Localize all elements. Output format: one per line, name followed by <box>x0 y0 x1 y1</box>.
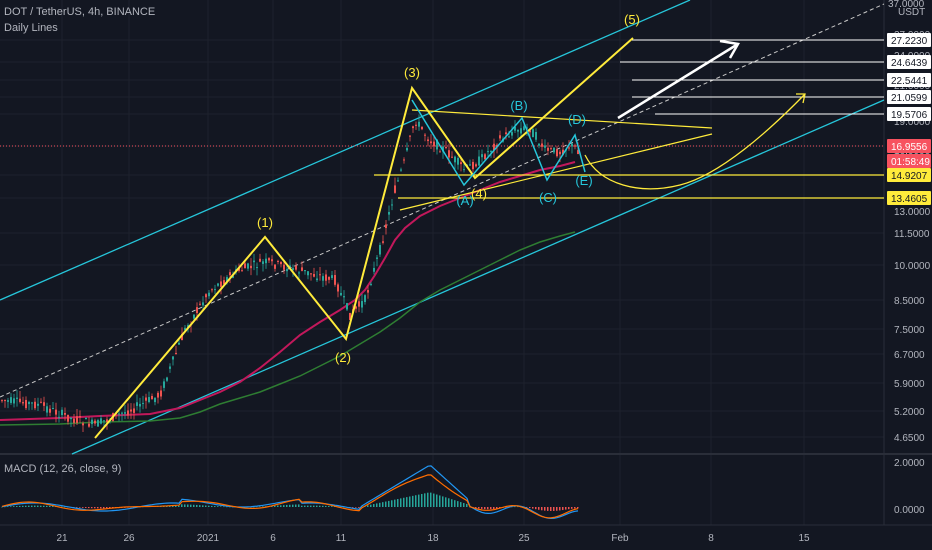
svg-text:19.5706: 19.5706 <box>891 110 928 121</box>
wave-label: (D) <box>568 112 586 127</box>
price-tick: 6.7000 <box>894 350 925 361</box>
time-tick: 25 <box>518 533 530 544</box>
svg-text:21.0599: 21.0599 <box>891 93 928 104</box>
price-label: 13.4605 <box>887 191 931 205</box>
green-ma-line <box>0 231 576 426</box>
svg-text:14.9207: 14.9207 <box>891 171 928 182</box>
macd-title: MACD (12, 26, close, 9) <box>4 463 121 475</box>
price-tick: 5.9000 <box>894 379 925 390</box>
triangle-lower-line[interactable] <box>399 133 713 211</box>
svg-text:16.9556: 16.9556 <box>891 142 928 153</box>
price-tick: 8.5000 <box>894 296 925 307</box>
wave-label: (E) <box>575 173 592 188</box>
price-tick-top: 37.0000 <box>888 0 925 10</box>
yellow-projection-curve[interactable] <box>584 93 806 190</box>
time-tick: 2021 <box>197 533 220 544</box>
price-tick: 13.0000 <box>894 207 931 218</box>
wave-label: (1) <box>257 215 273 230</box>
price-label: 24.6439 <box>887 55 931 69</box>
time-tick: 11 <box>336 533 347 544</box>
time-tick: Feb <box>611 533 629 544</box>
wave-label: (5) <box>624 12 640 27</box>
price-label: 19.5706 <box>887 107 931 121</box>
time-tick: 21 <box>56 533 68 544</box>
macd-tick-2: 2.0000 <box>894 458 925 469</box>
chart-title: DOT / TetherUS, 4h, BINANCE <box>4 6 155 18</box>
price-tick: 11.5000 <box>894 229 930 240</box>
svg-text:13.4605: 13.4605 <box>891 194 928 205</box>
macd-tick-0: 0.0000 <box>894 505 925 516</box>
price-label: 16.9556 <box>887 139 931 153</box>
time-tick: 6 <box>270 533 276 544</box>
macd-histogram <box>1 492 579 512</box>
wave-label: (4) <box>471 186 487 201</box>
channel-upper-line[interactable] <box>0 0 691 301</box>
wave-labels: (1) (2) (3) (4) (5) (A) (B) (C) (D) (E) <box>257 12 640 365</box>
channel-median-line[interactable] <box>0 3 885 398</box>
channel-lower-line[interactable] <box>71 99 885 455</box>
time-tick: 18 <box>427 533 439 544</box>
price-tick: 7.5000 <box>894 325 925 336</box>
macd-signal-line <box>1 474 579 519</box>
price-tick: 10.0000 <box>894 261 931 272</box>
price-label: 27.2230 <box>887 33 931 47</box>
time-axis[interactable]: 21 26 2021 6 11 18 25 Feb 8 15 <box>56 533 810 544</box>
svg-text:27.2230: 27.2230 <box>891 36 928 47</box>
wave-label: (B) <box>510 98 527 113</box>
abcde-correction-wave[interactable] <box>411 99 586 187</box>
svg-text:22.5441: 22.5441 <box>891 76 928 87</box>
price-label: 14.9207 <box>887 168 931 182</box>
price-tick: 4.6500 <box>894 433 925 444</box>
price-label: 01:58:49 <box>887 154 931 168</box>
time-tick: 15 <box>798 533 810 544</box>
axis-unit: USDT <box>898 7 925 18</box>
elliott-impulse-wave[interactable] <box>94 37 634 439</box>
red-ma-line <box>0 161 576 421</box>
target-lines <box>0 39 884 199</box>
wave-label: (3) <box>404 65 420 80</box>
wave-label: (C) <box>539 190 557 205</box>
price-tick: 5.2000 <box>894 407 925 418</box>
svg-text:01:58:49: 01:58:49 <box>891 157 930 168</box>
svg-text:24.6439: 24.6439 <box>891 58 928 69</box>
white-projection-arrow[interactable] <box>617 39 740 120</box>
chart-subtitle: Daily Lines <box>4 22 58 34</box>
wave-label: (A) <box>456 193 473 208</box>
price-tick: 19.0000 <box>894 117 931 128</box>
grid <box>0 0 884 525</box>
triangle-upper-line[interactable] <box>411 109 713 129</box>
wave-label: (2) <box>335 350 351 365</box>
time-tick: 8 <box>708 533 714 544</box>
price-label: 22.5441 <box>887 73 931 87</box>
price-label: 21.0599 <box>887 90 931 104</box>
price-labels: 27.2230 24.6439 22.5441 21.0599 19.5706 16.95… <box>887 33 931 205</box>
time-tick: 26 <box>123 533 135 544</box>
